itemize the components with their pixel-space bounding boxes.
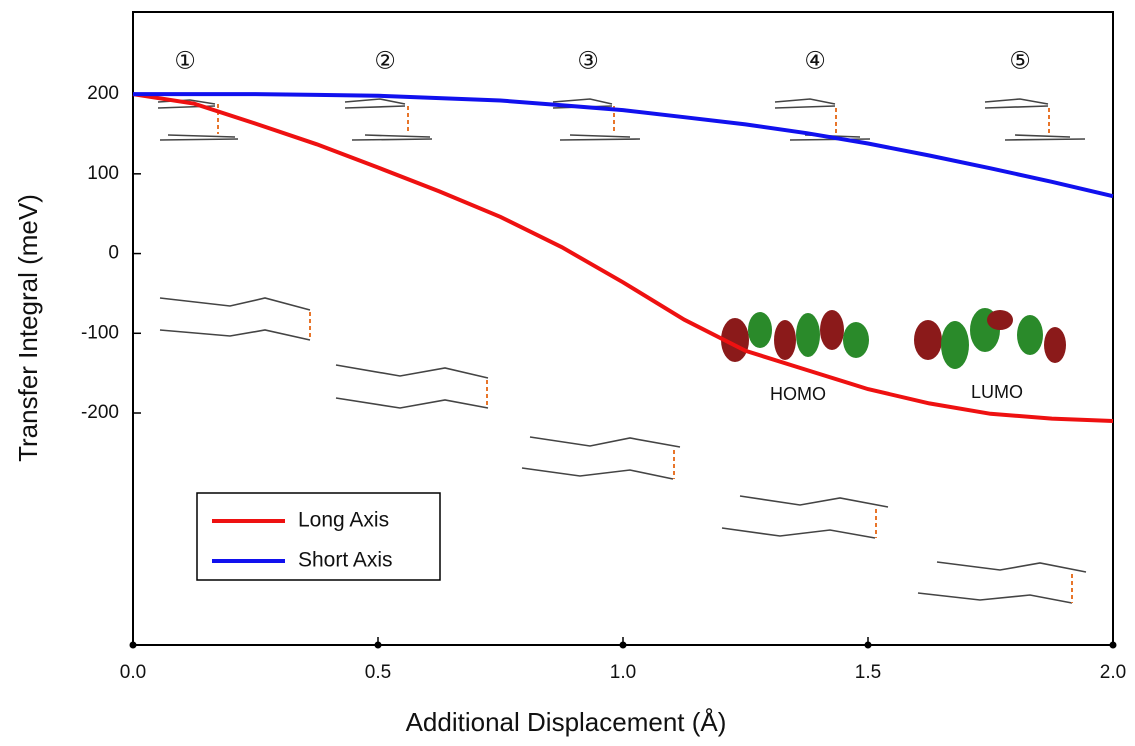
orbital-images <box>721 308 1066 369</box>
y-tick-label: 100 <box>87 163 119 184</box>
x-tick-label: 1.5 <box>855 662 881 683</box>
x-tick-dot <box>129 641 137 649</box>
y-tick-label: -200 <box>81 402 119 423</box>
legend-box <box>196 492 441 581</box>
annotation: ④ <box>804 47 826 74</box>
x-tick-label: 0.0 <box>120 662 146 683</box>
annotation: HOMO <box>770 384 826 404</box>
series-line <box>132 92 1114 423</box>
y-tick-label: 200 <box>87 83 119 104</box>
x-tick-label: 2.0 <box>1100 662 1126 683</box>
legend-label: Short Axis <box>298 549 393 572</box>
y-axis-label: Transfer Integral (meV) <box>13 194 43 462</box>
x-tick-label: 1.0 <box>610 662 636 683</box>
x-tick-dot <box>619 641 627 649</box>
annotation: ⑤ <box>1009 47 1031 74</box>
series-line <box>133 92 1114 199</box>
x-tick-dot <box>1109 641 1117 649</box>
x-axis-label: Additional Displacement (Å) <box>406 707 727 737</box>
y-tick-label: -100 <box>81 322 119 343</box>
y-tick-label: 0 <box>108 243 119 264</box>
x-tick-dot <box>374 641 382 649</box>
x-tick-label: 0.5 <box>365 662 391 683</box>
annotation: ① <box>174 47 196 74</box>
annotation: ③ <box>577 47 599 74</box>
annotation: ② <box>374 47 396 74</box>
legend-label: Long Axis <box>298 509 389 532</box>
x-tick-dot <box>864 641 872 649</box>
annotation: LUMO <box>971 382 1023 402</box>
